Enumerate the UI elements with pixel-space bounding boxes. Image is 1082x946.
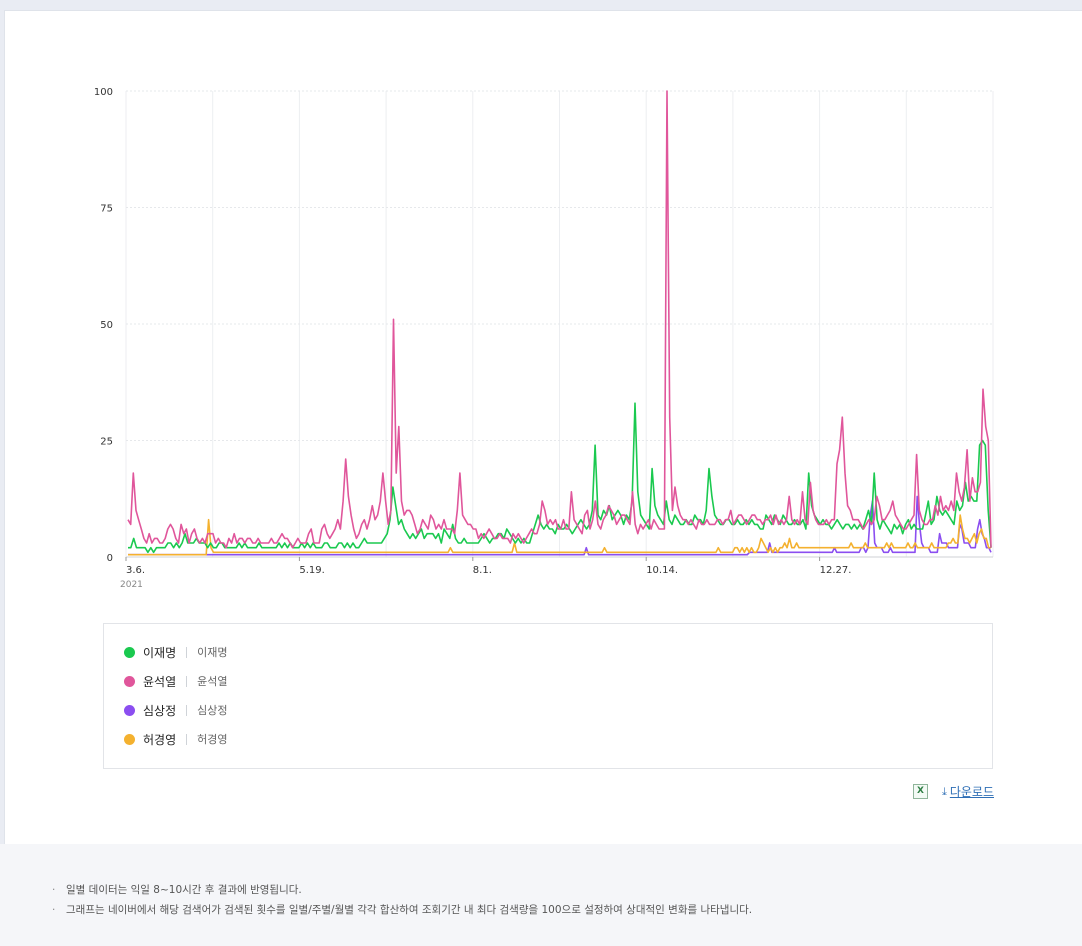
legend-item[interactable]: 허경영 허경영 bbox=[124, 729, 228, 749]
series-line-1 bbox=[128, 402, 992, 554]
legend-separator bbox=[186, 675, 188, 687]
x-tick-label: 3.6. bbox=[126, 565, 145, 576]
note-text: 그래프는 네이버에서 해당 검색어가 검색된 횟수를 일별/주별/월별 각각 합… bbox=[66, 904, 753, 916]
chart-panel: 0 25 50 75 100 3.6. 5.19. 8.1. 10.14. 12.27. 2021 … bbox=[4, 10, 1082, 844]
line-chart: 0 25 50 75 100 3.6. 5.19. 8.1. 10.14. 12.27. 2021 bbox=[94, 87, 994, 590]
legend-separator bbox=[186, 704, 188, 716]
legend-dot-icon bbox=[124, 704, 135, 716]
notes-section: · 일별 데이터는 익일 8~10시간 후 결과에 반영됩니다. · 그래프는 네이… bbox=[0, 844, 1082, 946]
legend-subterm: 윤석열 bbox=[197, 675, 228, 688]
legend-dot-icon bbox=[124, 675, 135, 687]
download-link[interactable]: 다운로드 bbox=[949, 785, 994, 799]
x-tick-label: 10.14. bbox=[646, 565, 678, 576]
x-tick-label: 8.1. bbox=[473, 565, 492, 576]
note-item: · 일별 데이터는 익일 8~10시간 후 결과에 반영됩니다. bbox=[52, 882, 302, 897]
legend-subterm: 허경영 bbox=[197, 733, 228, 746]
legend-separator bbox=[186, 646, 188, 658]
legend-item[interactable]: 심상정 심상정 bbox=[124, 700, 228, 720]
legend-subterm: 이재명 bbox=[197, 646, 228, 659]
legend-name: 윤석열 bbox=[143, 674, 177, 689]
legend-name: 허경영 bbox=[143, 732, 177, 747]
download-area: X ⤓ 다운로드 bbox=[912, 783, 994, 800]
series-line-4 bbox=[128, 514, 991, 556]
bullet-icon: · bbox=[52, 884, 56, 896]
bullet-icon: · bbox=[52, 904, 56, 916]
legend-item[interactable]: 이재명 이재명 bbox=[124, 642, 228, 662]
series-line-3 bbox=[128, 495, 992, 556]
legend-item[interactable]: 윤석열 윤석열 bbox=[124, 671, 228, 691]
x-tick-label: 12.27. bbox=[820, 565, 852, 576]
y-tick-label: 25 bbox=[100, 437, 113, 448]
excel-icon[interactable]: X bbox=[912, 784, 928, 799]
legend-subterm: 심상정 bbox=[197, 704, 228, 717]
y-tick-label: 75 bbox=[100, 204, 113, 215]
y-tick-label: 50 bbox=[100, 320, 113, 331]
download-arrow-icon[interactable]: ⤓ bbox=[941, 784, 947, 798]
legend-name: 이재명 bbox=[143, 645, 177, 660]
legend-dot-icon bbox=[124, 733, 135, 745]
legend-separator bbox=[186, 733, 188, 745]
x-tick-label: 5.19. bbox=[299, 565, 324, 576]
series-line-2 bbox=[127, 90, 992, 549]
note-text: 일별 데이터는 익일 8~10시간 후 결과에 반영됩니다. bbox=[66, 884, 302, 896]
y-tick-label: 0 bbox=[107, 553, 113, 564]
legend-dot-icon bbox=[124, 646, 135, 658]
note-item: · 그래프는 네이버에서 해당 검색어가 검색된 횟수를 일별/주별/월별 각각 … bbox=[52, 902, 752, 917]
y-tick-label: 100 bbox=[94, 87, 113, 98]
x-year-label: 2021 bbox=[120, 580, 143, 590]
legend-name: 심상정 bbox=[143, 703, 177, 718]
